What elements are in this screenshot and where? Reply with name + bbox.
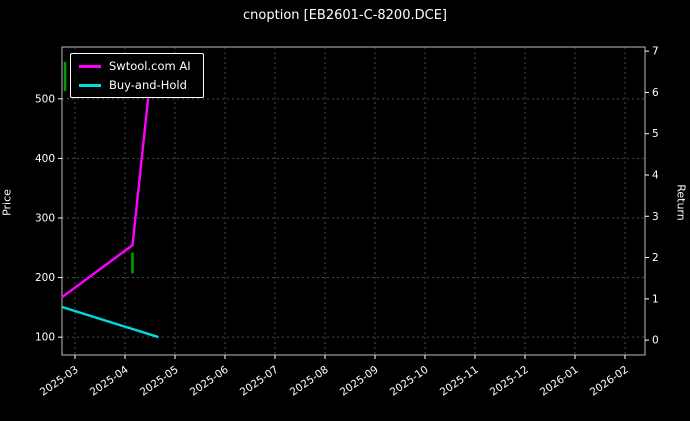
price-tick-label: 400 xyxy=(35,153,55,165)
chart-title: cnoption [EB2601-C-8200.DCE] xyxy=(243,8,447,23)
x-tick-label: 2025-06 xyxy=(188,363,231,398)
return-tick-label: 2 xyxy=(652,252,659,264)
price-tick-label: 500 xyxy=(35,93,55,105)
x-tick-label: 2025-11 xyxy=(438,364,481,399)
x-tick-label: 2025-05 xyxy=(138,364,181,399)
legend: Swtool.com AI Buy-and-Hold xyxy=(70,53,204,98)
x-tick-label: 2025-08 xyxy=(288,364,331,399)
price-tick-label: 300 xyxy=(35,212,55,224)
legend-swatch-buy-and-hold xyxy=(79,83,101,87)
return-tick-label: 5 xyxy=(652,128,659,140)
x-tick-label: 2025-07 xyxy=(238,364,281,399)
plot-border xyxy=(61,46,646,356)
legend-item-buy-and-hold: Buy-and-Hold xyxy=(79,78,191,92)
return-tick-label: 7 xyxy=(652,46,659,58)
x-tick-label: 2025-10 xyxy=(388,364,431,399)
return-tick-label: 4 xyxy=(652,169,659,181)
legend-swatch-swtool-ai xyxy=(79,64,101,68)
return-tick-label: 1 xyxy=(652,293,659,305)
legend-label-buy-and-hold: Buy-and-Hold xyxy=(109,78,187,92)
x-tick-label: 2025-03 xyxy=(38,364,81,399)
x-tick-label: 2026-02 xyxy=(588,364,631,399)
return-tick-label: 6 xyxy=(652,87,659,99)
x-tick-label: 2025-04 xyxy=(88,363,131,398)
return-tick-label: 3 xyxy=(652,211,659,223)
x-tick-label: 2025-09 xyxy=(338,364,381,399)
legend-item-swtool-ai: Swtool.com AI xyxy=(79,59,191,73)
x-tick-label: 2025-12 xyxy=(488,364,531,399)
series-line-1 xyxy=(61,305,159,338)
price-tick-label: 200 xyxy=(35,272,55,284)
return-tick-label: 0 xyxy=(652,335,659,347)
x-tick-label: 2026-01 xyxy=(538,364,581,399)
price-tick-label: 100 xyxy=(35,332,55,344)
series-line-0 xyxy=(61,56,154,298)
legend-label-swtool-ai: Swtool.com AI xyxy=(109,59,191,73)
